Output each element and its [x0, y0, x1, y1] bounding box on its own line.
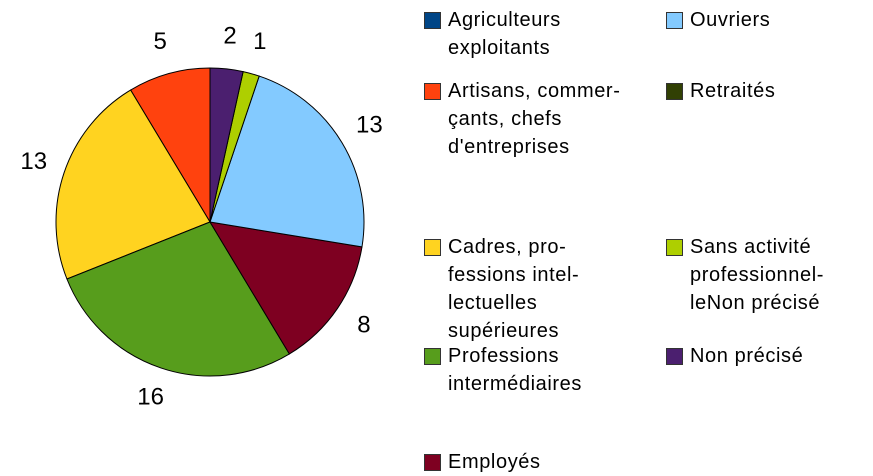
legend-item: Cadres, pro­fessions intel­lectuelles su… [424, 233, 623, 345]
data-label: 13 [356, 111, 383, 138]
legend-item: Retraités [666, 77, 865, 105]
legend-item: Artisans, commer­çants, chefs d'entrepri… [424, 77, 623, 161]
legend-item: Ouvriers [666, 6, 865, 34]
pie-slice [209, 67, 244, 223]
legend-label: Agriculteurs exploitants [448, 9, 561, 59]
data-label: 8 [357, 312, 370, 339]
legend-item: Agriculteurs exploitants [424, 6, 623, 62]
legend-swatch [424, 454, 441, 471]
legend-label: Cadres, pro­fessions intel­lectuelles su… [448, 236, 579, 342]
pie-slice [66, 221, 291, 377]
legend-label: Non précisé [690, 345, 804, 367]
legend-label: Sans activité professionnel­leNon précis… [690, 236, 824, 314]
legend-swatch [424, 239, 441, 256]
legend-label: Artisans, commer­çants, chefs d'entrepri… [448, 80, 620, 158]
legend-item: Professions intermé­diaires [424, 342, 623, 398]
legend-item: Employés [424, 448, 623, 476]
legend-swatch [424, 83, 441, 100]
legend-swatch [666, 348, 683, 365]
pie-slice [129, 67, 211, 224]
legend-label: Retraités [690, 80, 776, 102]
legend-item: Non précisé [666, 342, 865, 370]
legend-label: Professions intermé­diaires [448, 345, 583, 395]
data-label: 2 [223, 22, 236, 49]
legend-label: Ouvriers [690, 9, 771, 31]
pie-slice [55, 89, 211, 280]
data-label: 16 [137, 384, 164, 411]
pie-slice [209, 221, 363, 355]
legend-swatch [424, 348, 441, 365]
legend-item: Sans activité professionnel­leNon précis… [666, 233, 865, 317]
legend-swatch [666, 83, 683, 100]
legend-swatch [666, 12, 683, 29]
data-label: 13 [20, 148, 47, 175]
legend-label: Employés [448, 451, 541, 473]
legend-swatch [424, 12, 441, 29]
data-label: 5 [154, 28, 167, 55]
legend-swatch [666, 239, 683, 256]
data-label: 1 [253, 28, 266, 55]
pie-slice [209, 75, 365, 248]
